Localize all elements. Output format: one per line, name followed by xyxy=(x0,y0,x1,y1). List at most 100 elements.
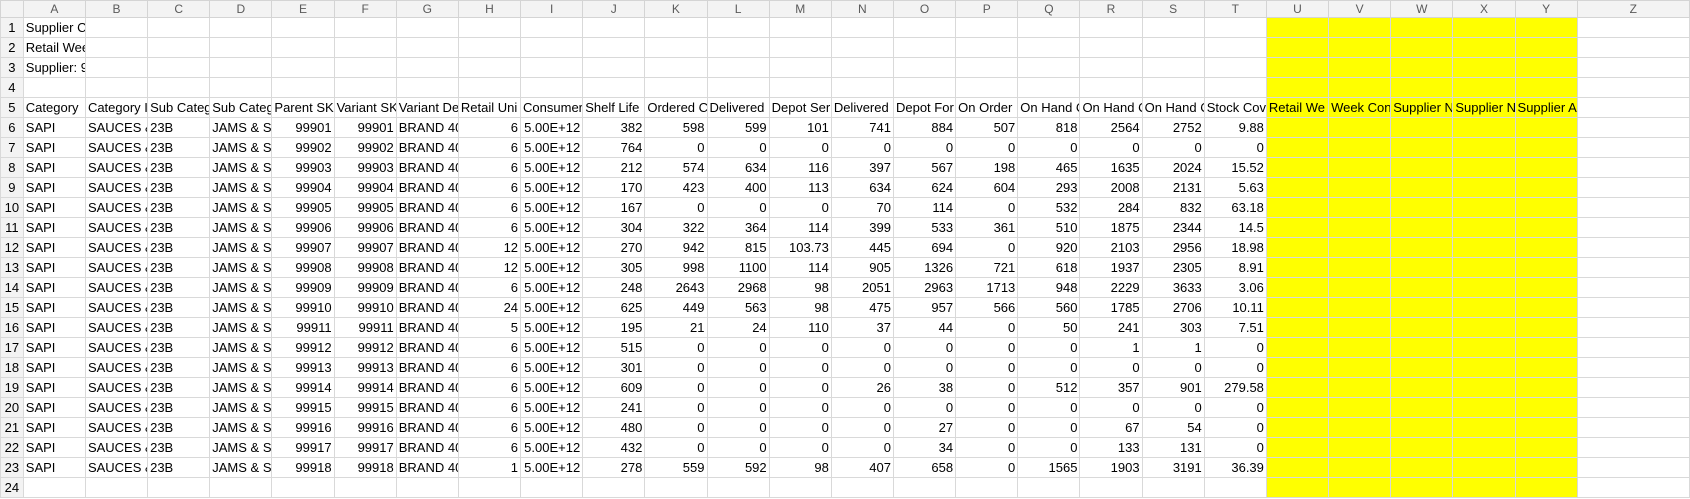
cell-u[interactable] xyxy=(1265,437,1330,458)
cell-j[interactable]: 515 xyxy=(582,337,646,358)
cell-v[interactable] xyxy=(1328,337,1392,358)
cell-r[interactable]: 0 xyxy=(1079,137,1143,158)
cell-u[interactable] xyxy=(1265,417,1330,438)
cell-h[interactable]: 6 xyxy=(457,277,522,298)
cell-s[interactable] xyxy=(1141,477,1205,498)
cell-w[interactable] xyxy=(1390,397,1454,418)
cell-r[interactable]: 1 xyxy=(1079,337,1143,358)
cell-v[interactable] xyxy=(1328,137,1392,158)
cell-y[interactable] xyxy=(1514,337,1578,358)
cell-f[interactable]: 99912 xyxy=(333,337,397,358)
cell-l[interactable]: 0 xyxy=(706,137,770,158)
cell-l[interactable]: 599 xyxy=(706,117,770,138)
cell-n[interactable]: 0 xyxy=(830,137,894,158)
cell-v[interactable] xyxy=(1328,217,1392,238)
cell-n[interactable] xyxy=(830,57,894,78)
cell-k[interactable]: 449 xyxy=(644,297,708,318)
cell-t[interactable]: 0 xyxy=(1203,397,1267,418)
cell-m[interactable] xyxy=(768,57,832,78)
cell-h[interactable]: 6 xyxy=(457,357,522,378)
cell-t[interactable]: 18.98 xyxy=(1203,237,1267,258)
cell-l[interactable] xyxy=(706,17,770,38)
cell-x[interactable] xyxy=(1452,417,1516,438)
cell-s[interactable] xyxy=(1141,17,1205,38)
cell-z[interactable] xyxy=(1576,37,1690,58)
row-header-21[interactable]: 21 xyxy=(0,417,24,438)
column-header-l[interactable]: L xyxy=(706,0,770,18)
cell-d[interactable] xyxy=(209,77,273,98)
header-cell-d[interactable]: Sub Categ xyxy=(209,97,273,118)
cell-o[interactable]: 114 xyxy=(892,197,957,218)
cell-b[interactable]: SAUCES & xyxy=(84,197,149,218)
cell-s[interactable]: 2131 xyxy=(1141,177,1205,198)
cell-k[interactable] xyxy=(644,477,708,498)
row-header-13[interactable]: 13 xyxy=(0,257,24,278)
row-header-5[interactable]: 5 xyxy=(0,97,24,118)
cell-x[interactable] xyxy=(1452,77,1516,98)
header-cell-q[interactable]: On Hand C xyxy=(1017,97,1081,118)
cell-o[interactable]: 1326 xyxy=(892,257,957,278)
cell-z[interactable] xyxy=(1576,377,1690,398)
cell-h[interactable]: 6 xyxy=(457,397,522,418)
cell-o[interactable]: 0 xyxy=(892,357,957,378)
cell-o[interactable] xyxy=(892,477,957,498)
cell-x[interactable] xyxy=(1452,197,1516,218)
cell-c[interactable]: 23B xyxy=(147,137,211,158)
cell-n[interactable]: 0 xyxy=(830,437,894,458)
cell-z[interactable] xyxy=(1576,17,1690,38)
cell-m[interactable]: 0 xyxy=(768,337,832,358)
row-header-14[interactable]: 14 xyxy=(0,277,24,298)
cell-g[interactable]: BRAND 40 xyxy=(395,157,459,178)
column-header-x[interactable]: X xyxy=(1452,0,1516,18)
column-header-w[interactable]: W xyxy=(1390,0,1454,18)
header-cell-s[interactable]: On Hand C xyxy=(1141,97,1205,118)
cell-k[interactable]: 0 xyxy=(644,137,708,158)
cell-k[interactable]: 559 xyxy=(644,457,708,478)
cell-o[interactable]: 0 xyxy=(892,397,957,418)
cell-i[interactable]: 5.00E+12 xyxy=(520,337,584,358)
cell-k[interactable]: 423 xyxy=(644,177,708,198)
cell-i[interactable] xyxy=(520,77,584,98)
cell-e[interactable]: 99917 xyxy=(271,437,335,458)
cell-o[interactable]: 38 xyxy=(892,377,957,398)
cell-u[interactable] xyxy=(1265,297,1330,318)
cell-z[interactable] xyxy=(1576,277,1690,298)
cell-l[interactable]: 634 xyxy=(706,157,770,178)
cell-b[interactable] xyxy=(84,477,149,498)
cell-b[interactable]: SAUCES & xyxy=(84,457,149,478)
cell-m[interactable]: 114 xyxy=(768,217,832,238)
cell-g[interactable]: BRAND 40 xyxy=(395,197,459,218)
cell-z[interactable] xyxy=(1576,437,1690,458)
cell-p[interactable]: 0 xyxy=(955,437,1019,458)
cell-s[interactable]: 2305 xyxy=(1141,257,1205,278)
cell-h[interactable]: 5 xyxy=(457,317,522,338)
cell-x[interactable] xyxy=(1452,397,1516,418)
cell-y[interactable] xyxy=(1514,177,1578,198)
row-header-12[interactable]: 12 xyxy=(0,237,24,258)
cell-p[interactable]: 0 xyxy=(955,457,1019,478)
cell-w[interactable] xyxy=(1390,17,1454,38)
row-header-7[interactable]: 7 xyxy=(0,137,24,158)
header-cell-b[interactable]: Category I xyxy=(84,97,149,118)
column-header-i[interactable]: I xyxy=(520,0,584,18)
cell-l[interactable]: 0 xyxy=(706,197,770,218)
cell-l[interactable]: 0 xyxy=(706,337,770,358)
cell-n[interactable]: 0 xyxy=(830,417,894,438)
cell-e[interactable] xyxy=(271,57,335,78)
cell-f[interactable]: 99916 xyxy=(333,417,397,438)
cell-s[interactable]: 0 xyxy=(1141,357,1205,378)
cell-k[interactable]: 598 xyxy=(644,117,708,138)
cell-p[interactable]: 1713 xyxy=(955,277,1019,298)
cell-a[interactable]: SAPI xyxy=(22,257,86,278)
cell-e[interactable]: 99915 xyxy=(271,397,335,418)
cell-k[interactable] xyxy=(644,37,708,58)
cell-o[interactable]: 27 xyxy=(892,417,957,438)
cell-r[interactable]: 1635 xyxy=(1079,157,1143,178)
cell-z[interactable] xyxy=(1576,77,1690,98)
cell-a[interactable]: SAPI xyxy=(22,137,86,158)
cell-b[interactable]: SAUCES & xyxy=(84,217,149,238)
cell-y[interactable] xyxy=(1514,277,1578,298)
cell-n[interactable]: 0 xyxy=(830,337,894,358)
cell-a[interactable] xyxy=(22,477,86,498)
cell-b[interactable] xyxy=(84,17,149,38)
